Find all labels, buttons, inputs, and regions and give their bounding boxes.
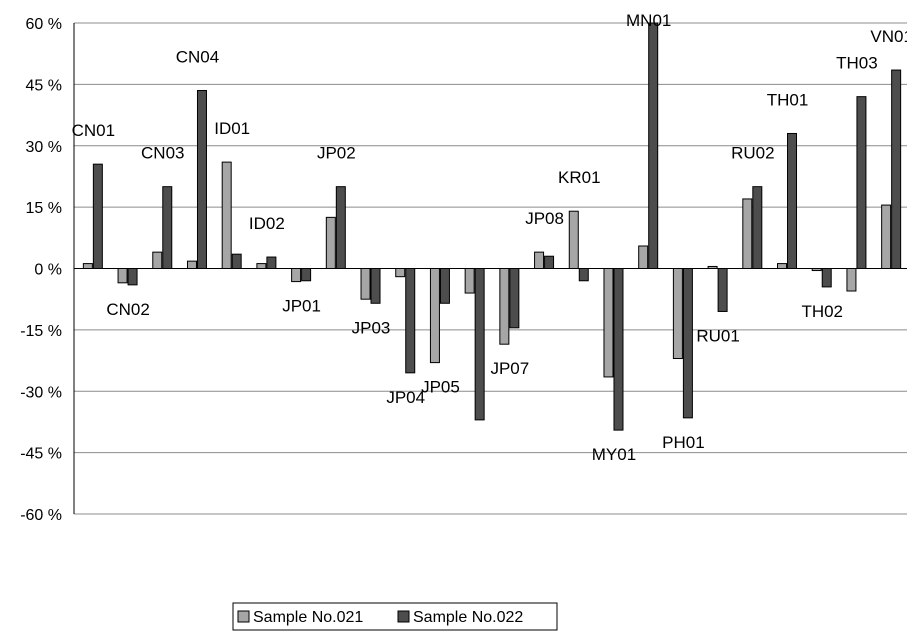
bar-cn01-s2 <box>92 163 103 270</box>
bar-jp07-s2 <box>509 268 520 329</box>
bar-jp06-s2 <box>474 268 485 421</box>
bar-kr01-s2 <box>578 268 589 282</box>
bar-cn03-s1 <box>152 251 163 269</box>
bar-jp04-s2 <box>405 268 416 374</box>
category-label-vn01: VN01 <box>870 27 907 46</box>
category-label-cn01: CN01 <box>72 121 115 140</box>
bar-cn02-s1 <box>117 268 128 284</box>
y-tick-label: -45 % <box>20 446 62 463</box>
legend-swatch-series-2 <box>397 610 410 623</box>
bars <box>82 22 902 431</box>
category-label-th01: TH01 <box>767 90 809 109</box>
bar-jp03-s2 <box>370 268 381 304</box>
category-label-cn04: CN04 <box>176 48 219 67</box>
category-label-jp07: JP07 <box>490 359 529 378</box>
y-tick-label: 45 % <box>26 77 62 94</box>
category-label-jp03: JP03 <box>352 318 391 337</box>
bar-cn04-s2 <box>196 90 207 269</box>
bar-ph01-s1 <box>672 268 683 360</box>
bar-jp02-s2 <box>335 186 346 270</box>
bar-th03-s1 <box>846 268 857 292</box>
bar-id02-s2 <box>266 256 277 270</box>
bar-jp08-s2 <box>544 255 555 270</box>
bar-jp01-s2 <box>301 268 312 282</box>
legend-label-series-1: Sample No.021 <box>253 609 363 626</box>
bar-cn03-s2 <box>162 186 173 270</box>
y-tick-label: -60 % <box>20 507 62 524</box>
bar-th01-s2 <box>787 132 798 269</box>
category-label-cn03: CN03 <box>141 144 184 163</box>
y-tick-label: 30 % <box>26 139 62 156</box>
bar-th01-s1 <box>777 263 788 269</box>
y-tick-label: 15 % <box>26 200 62 217</box>
y-tick-label: -30 % <box>20 384 62 401</box>
category-label-th03: TH03 <box>836 54 878 73</box>
bar-cn01-s1 <box>82 263 93 269</box>
bar-ru02-s2 <box>752 186 763 270</box>
bar-jp02-s1 <box>325 216 336 270</box>
category-label-ph01: PH01 <box>662 433 705 452</box>
bar-jp03-s1 <box>360 268 371 300</box>
bar-th03-s2 <box>856 96 867 270</box>
bar-kr01-s1 <box>568 210 579 269</box>
category-label-my01: MY01 <box>592 445 636 464</box>
bar-cn04-s1 <box>186 260 197 270</box>
bar-mn01-s1 <box>638 245 649 269</box>
bar-vn01-s1 <box>881 204 892 269</box>
bar-cn02-s2 <box>127 268 138 286</box>
axes <box>73 23 907 514</box>
bar-jp08-s1 <box>534 251 545 269</box>
y-tick-label: 0 % <box>34 262 62 279</box>
legend-label-series-2: Sample No.022 <box>413 609 523 626</box>
y-tick-label: -15 % <box>20 323 62 340</box>
bar-ph01-s2 <box>682 268 693 419</box>
bar-vn01-s2 <box>891 69 902 269</box>
bar-jp01-s1 <box>291 268 302 283</box>
category-labels: CN01 CN02 CN03 CN04 ID01 ID02 JP01 JP02 JP03 JP04… <box>72 11 907 464</box>
bar-id01-s1 <box>221 161 232 269</box>
legend: Sample No.021 Sample No.022 <box>232 602 558 631</box>
bar-jp06-s1 <box>464 268 475 294</box>
bar-my01-s2 <box>613 268 624 431</box>
category-label-id01: ID01 <box>214 119 250 138</box>
y-tick-label: 60 % <box>26 16 62 33</box>
bar-id02-s1 <box>256 263 267 269</box>
bar-ru01-s2 <box>717 268 728 312</box>
y-axis-tick-labels: 60 % 45 % 30 % 15 % 0 % -15 % -30 % -45 % -60 % <box>20 16 62 524</box>
category-label-kr01: KR01 <box>558 168 601 187</box>
bar-th02-s2 <box>821 268 832 288</box>
bar-mn01-s2 <box>648 22 659 269</box>
category-label-ru02: RU02 <box>731 144 774 163</box>
category-label-jp01: JP01 <box>282 297 321 316</box>
bar-jp07-s1 <box>499 268 510 345</box>
category-label-jp08: JP08 <box>525 209 564 228</box>
category-label-id02: ID02 <box>249 214 285 233</box>
legend-swatch-series-1 <box>237 610 250 623</box>
legend-box <box>232 602 558 631</box>
bar-jp05-s1 <box>429 268 440 364</box>
bar-jp05-s2 <box>439 268 450 304</box>
bar-id01-s2 <box>231 253 242 270</box>
category-label-mn01: MN01 <box>626 11 671 30</box>
category-label-cn02: CN02 <box>106 300 149 319</box>
bar-ru02-s1 <box>742 198 753 269</box>
bar-my01-s1 <box>603 268 614 378</box>
category-label-ru01: RU01 <box>696 326 739 345</box>
category-label-jp05: JP05 <box>421 378 460 397</box>
bar-jp04-s1 <box>395 268 406 278</box>
category-label-th02: TH02 <box>801 302 843 321</box>
category-label-jp04: JP04 <box>386 388 425 407</box>
category-label-jp02: JP02 <box>317 144 356 163</box>
